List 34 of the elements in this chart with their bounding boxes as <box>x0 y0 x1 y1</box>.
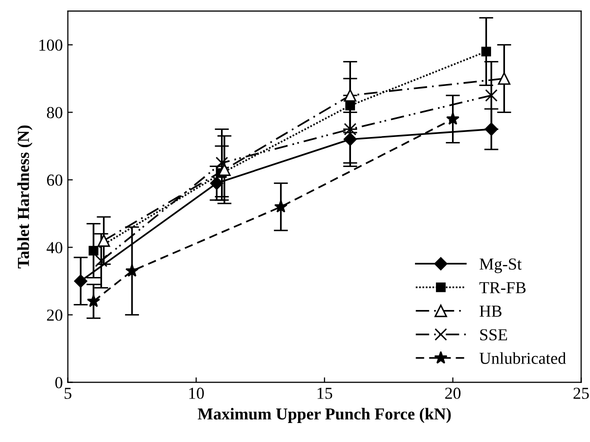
x-tick-label: 5 <box>64 388 72 399</box>
y-tick-label: 60 <box>47 174 62 186</box>
y-tick-label: 0 <box>55 377 62 388</box>
legend-label: TR-FB <box>479 282 526 294</box>
x-tick-label: 20 <box>445 388 461 399</box>
point <box>498 72 510 85</box>
y-tick-label: 40 <box>46 242 62 254</box>
point <box>74 274 88 288</box>
point <box>485 89 498 102</box>
x-tick-label: 25 <box>574 388 589 399</box>
legend-label: Unlubricated <box>479 352 566 364</box>
legend-label: Mg-St <box>480 258 522 274</box>
y-tick-label: 20 <box>47 310 62 321</box>
point <box>481 46 492 56</box>
x-tick-label: 15 <box>318 388 332 399</box>
point <box>98 234 110 247</box>
point <box>344 89 356 102</box>
point <box>484 122 498 136</box>
y-tick-label: 100 <box>39 40 62 51</box>
point <box>344 122 356 136</box>
x-tick-label: 10 <box>189 388 204 399</box>
point <box>345 100 356 110</box>
point <box>210 176 224 190</box>
legend-label: HB <box>480 306 502 317</box>
point <box>125 264 139 277</box>
legend-label: SSE <box>480 329 508 340</box>
y-axis-title: Tablet Hardness (N) <box>17 126 32 268</box>
y-tick-label: 80 <box>46 107 62 118</box>
point <box>274 200 288 213</box>
point <box>94 254 108 268</box>
point <box>88 246 98 256</box>
x-axis-title: Maximum Upper Punch Force (kN) <box>198 408 451 423</box>
point <box>86 294 100 308</box>
point <box>446 112 460 125</box>
